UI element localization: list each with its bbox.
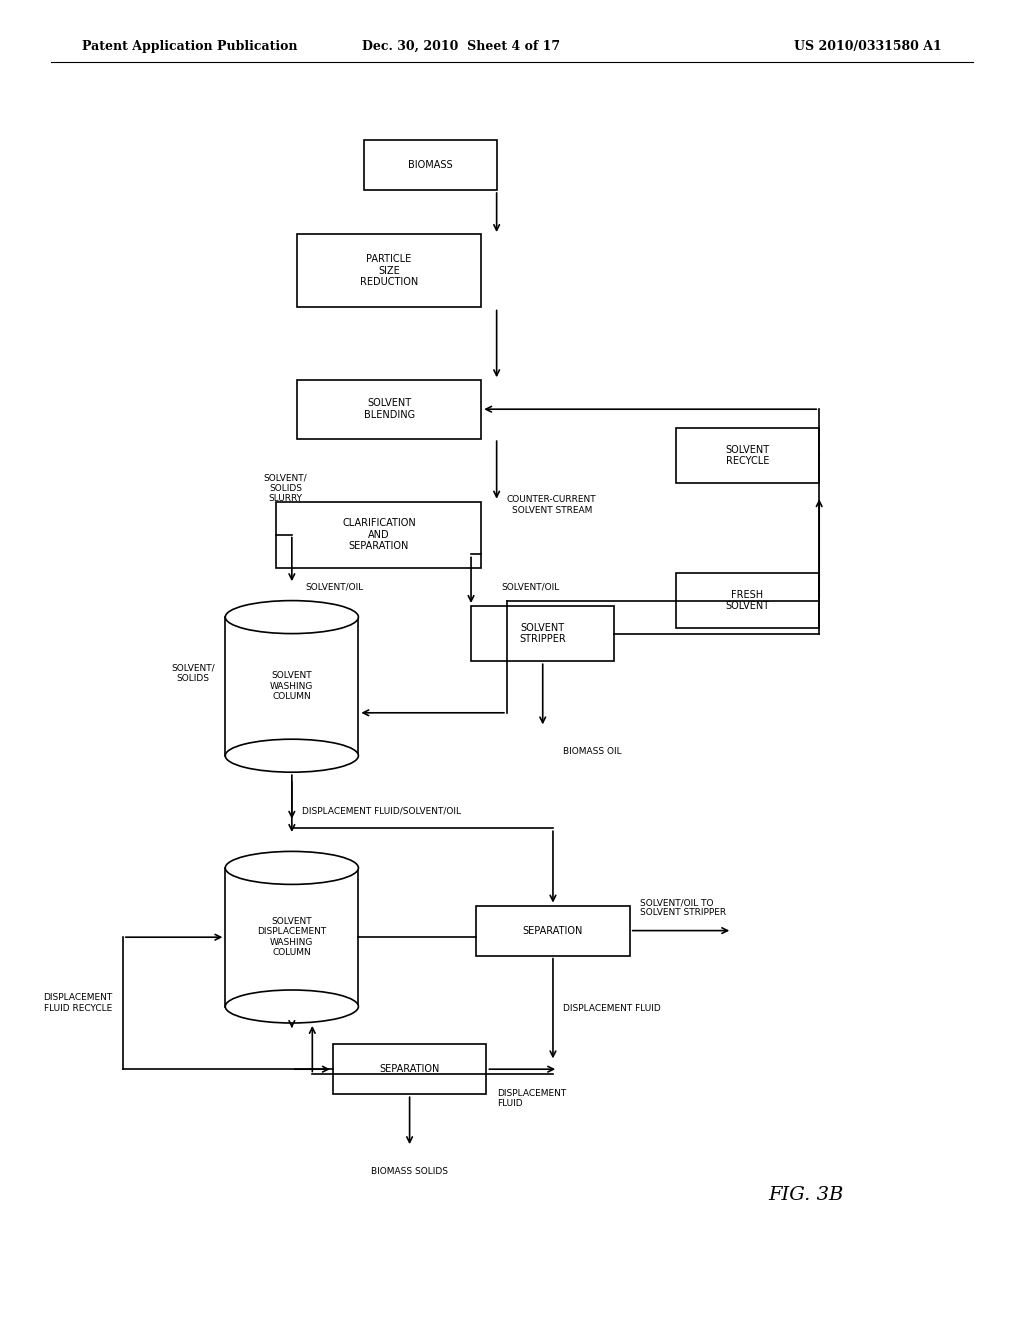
Ellipse shape bbox=[225, 990, 358, 1023]
FancyBboxPatch shape bbox=[676, 428, 819, 483]
Text: SOLVENT
BLENDING: SOLVENT BLENDING bbox=[364, 399, 415, 420]
Ellipse shape bbox=[225, 601, 358, 634]
Text: SOLVENT
RECYCLE: SOLVENT RECYCLE bbox=[725, 445, 770, 466]
Bar bbox=[225, 618, 358, 755]
Text: BIOMASS: BIOMASS bbox=[408, 160, 453, 170]
Text: Dec. 30, 2010  Sheet 4 of 17: Dec. 30, 2010 Sheet 4 of 17 bbox=[361, 40, 560, 53]
Text: SOLVENT/OIL: SOLVENT/OIL bbox=[502, 583, 560, 591]
FancyBboxPatch shape bbox=[676, 573, 819, 628]
Ellipse shape bbox=[225, 739, 358, 772]
Text: DISPLACEMENT FLUID/SOLVENT/OIL: DISPLACEMENT FLUID/SOLVENT/OIL bbox=[302, 807, 461, 814]
Text: SEPARATION: SEPARATION bbox=[523, 925, 583, 936]
Ellipse shape bbox=[225, 851, 358, 884]
Text: SOLVENT/
SOLIDS: SOLVENT/ SOLIDS bbox=[171, 664, 215, 682]
Text: SOLVENT
STRIPPER: SOLVENT STRIPPER bbox=[519, 623, 566, 644]
Text: SOLVENT/OIL TO
SOLVENT STRIPPER: SOLVENT/OIL TO SOLVENT STRIPPER bbox=[640, 898, 726, 917]
Text: COUNTER-CURRENT
SOLVENT STREAM: COUNTER-CURRENT SOLVENT STREAM bbox=[507, 495, 597, 515]
Text: Patent Application Publication: Patent Application Publication bbox=[82, 40, 297, 53]
Text: SOLVENT/
SOLIDS
SLURRY: SOLVENT/ SOLIDS SLURRY bbox=[263, 474, 307, 503]
Text: SOLVENT/OIL: SOLVENT/OIL bbox=[305, 583, 364, 591]
FancyBboxPatch shape bbox=[297, 235, 481, 306]
Text: CLARIFICATION
AND
SEPARATION: CLARIFICATION AND SEPARATION bbox=[342, 517, 416, 552]
Text: PARTICLE
SIZE
REDUCTION: PARTICLE SIZE REDUCTION bbox=[360, 253, 418, 288]
Bar bbox=[225, 869, 358, 1006]
Text: DISPLACEMENT
FLUID: DISPLACEMENT FLUID bbox=[497, 1089, 566, 1109]
Text: FIG. 3B: FIG. 3B bbox=[768, 1185, 844, 1204]
Text: BIOMASS OIL: BIOMASS OIL bbox=[563, 747, 622, 755]
Text: US 2010/0331580 A1: US 2010/0331580 A1 bbox=[795, 40, 942, 53]
Text: BIOMASS SOLIDS: BIOMASS SOLIDS bbox=[371, 1167, 449, 1176]
Text: SOLVENT
DISPLACEMENT
WASHING
COLUMN: SOLVENT DISPLACEMENT WASHING COLUMN bbox=[257, 917, 327, 957]
FancyBboxPatch shape bbox=[297, 380, 481, 438]
FancyBboxPatch shape bbox=[333, 1044, 486, 1094]
Text: DISPLACEMENT FLUID: DISPLACEMENT FLUID bbox=[563, 1005, 660, 1012]
FancyBboxPatch shape bbox=[476, 906, 630, 956]
FancyBboxPatch shape bbox=[471, 606, 614, 661]
FancyBboxPatch shape bbox=[276, 502, 481, 568]
FancyBboxPatch shape bbox=[364, 140, 497, 190]
Text: SEPARATION: SEPARATION bbox=[380, 1064, 439, 1074]
Text: DISPLACEMENT
FLUID RECYCLE: DISPLACEMENT FLUID RECYCLE bbox=[43, 994, 113, 1012]
Text: FRESH
SOLVENT: FRESH SOLVENT bbox=[725, 590, 770, 611]
Text: SOLVENT
WASHING
COLUMN: SOLVENT WASHING COLUMN bbox=[270, 672, 313, 701]
